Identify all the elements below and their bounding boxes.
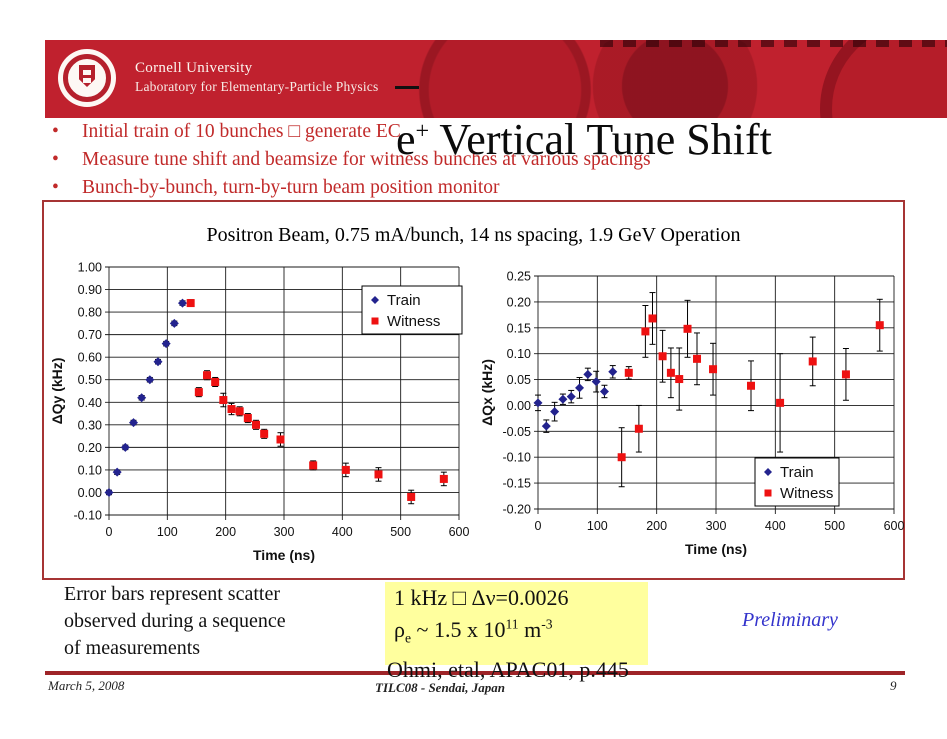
bullet-dot: •	[52, 177, 59, 198]
svg-text:300: 300	[274, 525, 295, 539]
unit: m	[518, 617, 542, 642]
dqx-scatter-chart: -0.20 -0.15 -0.10 -0.05 0.00 0.05 0.10 0.15 0.20…	[480, 270, 905, 558]
footer-date: March 5, 2008	[48, 678, 125, 693]
svg-text:0.10: 0.10	[507, 347, 531, 361]
svg-text:Train: Train	[387, 292, 421, 309]
department-name: Laboratory for Elementary-Particle Physi…	[135, 79, 379, 94]
svg-text:0: 0	[535, 519, 542, 533]
svg-text:400: 400	[765, 519, 786, 533]
bullet-dot: •	[52, 149, 59, 170]
coin-artwork-faint	[390, 40, 620, 118]
rho-subscript: e	[404, 630, 412, 646]
slide-title: e+ Vertical Tune Shift	[396, 114, 772, 165]
svg-text:0.15: 0.15	[507, 321, 531, 335]
svg-text:-0.10: -0.10	[74, 509, 103, 523]
seal-ring	[63, 54, 111, 102]
svg-text:1.00: 1.00	[78, 261, 102, 275]
svg-text:-0.05: -0.05	[503, 425, 532, 439]
bullet-item-2: • Measure tune shift and beamsize for wit…	[52, 149, 912, 171]
svg-text:0.60: 0.60	[78, 351, 102, 365]
svg-text:0.90: 0.90	[78, 283, 102, 297]
seal-book	[83, 70, 91, 75]
rho-symbol: ρ	[394, 617, 405, 642]
svg-text:-0.10: -0.10	[503, 451, 532, 465]
svg-text:0: 0	[106, 525, 113, 539]
cornell-seal-icon	[58, 49, 116, 107]
institution-name: Cornell University	[135, 60, 253, 76]
bullet-item-3: • Bunch-by-bunch, turn-by-turn beam posit…	[52, 177, 912, 199]
exponent-2: -3	[541, 616, 553, 632]
coin-artwork-ring	[820, 40, 947, 118]
title-base: e	[396, 115, 416, 164]
note-line-2: observed during a sequence	[64, 610, 286, 632]
svg-text:200: 200	[646, 519, 667, 533]
svg-text:-0.15: -0.15	[503, 477, 532, 491]
svg-text:0.40: 0.40	[78, 396, 102, 410]
title-rest: Vertical Tune Shift	[429, 115, 772, 164]
svg-text:0.70: 0.70	[78, 328, 102, 342]
svg-text:0.30: 0.30	[78, 418, 102, 432]
exponent-1: 11	[505, 616, 519, 632]
header-banner: Cornell University Laboratory for Elemen…	[45, 40, 947, 118]
citation: Ohmi, etal, APAC01, p.445	[387, 657, 629, 682]
equation-mid: ~ 1.5 x 10	[411, 617, 506, 642]
svg-text:0.25: 0.25	[507, 270, 531, 284]
bullet-text-3: Bunch-by-bunch, turn-by-turn beam positi…	[82, 177, 500, 198]
seal-book2	[83, 78, 91, 83]
bullet-text-2: Measure tune shift and beamsize for witn…	[82, 149, 651, 170]
svg-text:Witness: Witness	[387, 313, 440, 330]
svg-text:ΔQx (kHz): ΔQx (kHz)	[480, 359, 495, 426]
svg-text:ΔQy (kHz): ΔQy (kHz)	[50, 358, 65, 425]
svg-text:100: 100	[157, 525, 178, 539]
footer-page-number: 9	[890, 678, 897, 693]
bullet-text-1: Initial train of 10 bunches □ generate E…	[82, 121, 401, 142]
note-line-1: Error bars represent scatter	[64, 583, 280, 605]
title-superscript: +	[415, 117, 430, 145]
highlight-box: 1 kHz □ Δν=0.0026 ρe ~ 1.5 x 1011 m-3	[385, 582, 648, 665]
svg-text:Witness: Witness	[780, 485, 833, 502]
svg-text:100: 100	[587, 519, 608, 533]
svg-text:Time (ns): Time (ns)	[685, 541, 747, 557]
coin-inscription-marks	[600, 40, 947, 47]
chart-panel-title: Positron Beam, 0.75 mA/bunch, 14 ns spac…	[206, 224, 741, 246]
note-line-3: of measurements	[64, 637, 201, 659]
svg-text:Train: Train	[780, 464, 814, 481]
svg-text:200: 200	[215, 525, 236, 539]
footer-divider	[45, 671, 905, 675]
footer-venue: TILC08 - Sendai, Japan	[375, 680, 506, 695]
svg-text:300: 300	[706, 519, 727, 533]
coin-artwork-dark	[575, 40, 775, 118]
stray-dash-mark	[395, 86, 419, 89]
svg-text:0.10: 0.10	[78, 463, 102, 477]
dqy-scatter-chart: -0.10 0.00 0.10 0.20 0.30 0.40 0.50 0.60 0.70 0.8…	[50, 261, 470, 564]
svg-text:600: 600	[449, 525, 470, 539]
svg-text:0.20: 0.20	[507, 295, 531, 309]
svg-text:0.00: 0.00	[78, 486, 102, 500]
svg-text:600: 600	[884, 519, 905, 533]
preliminary-label: Preliminary	[742, 609, 838, 631]
svg-text:0.20: 0.20	[78, 441, 102, 455]
svg-text:0.05: 0.05	[507, 373, 531, 387]
note-error-bars: Error bars represent scatter observed du…	[64, 581, 286, 662]
svg-text:0.00: 0.00	[507, 399, 531, 413]
equation-line-2: ρe ~ 1.5 x 1011 m-3	[394, 616, 553, 646]
svg-text:400: 400	[332, 525, 353, 539]
equation-line-1: 1 kHz □ Δν=0.0026	[394, 585, 569, 610]
svg-text:0.50: 0.50	[78, 373, 102, 387]
svg-text:0.80: 0.80	[78, 306, 102, 320]
chart-panel: Positron Beam, 0.75 mA/bunch, 14 ns spac…	[42, 200, 905, 580]
svg-text:500: 500	[390, 525, 411, 539]
svg-text:-0.20: -0.20	[503, 503, 532, 517]
bullet-dot: •	[52, 121, 59, 142]
svg-text:Time (ns): Time (ns)	[253, 547, 315, 563]
svg-text:500: 500	[824, 519, 845, 533]
bullet-item-1: • Initial train of 10 bunches □ generate …	[52, 121, 912, 143]
